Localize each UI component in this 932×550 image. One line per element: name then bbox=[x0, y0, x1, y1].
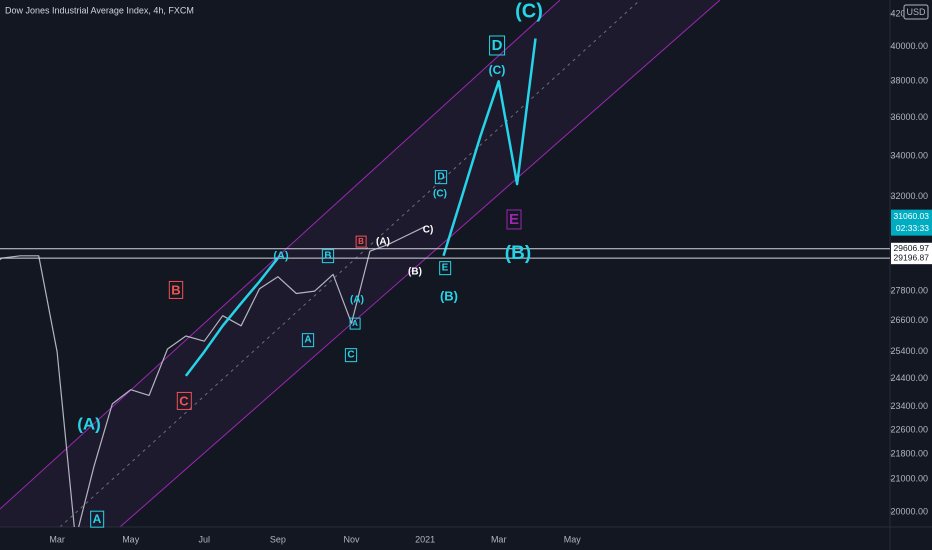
wave-label: E bbox=[442, 263, 449, 274]
channel-upper bbox=[0, 0, 561, 510]
y-tick-label: 24400.00 bbox=[890, 373, 928, 383]
wave-label-box bbox=[301, 333, 315, 348]
chart-title: Dow Jones Industrial Average Index, 4h, … bbox=[5, 5, 194, 15]
price-line-series bbox=[0, 226, 426, 527]
x-tick-label: May bbox=[122, 534, 140, 544]
wave-label-box bbox=[321, 249, 335, 264]
y-tick-label: 27800.00 bbox=[890, 285, 928, 295]
x-tick-label: Mar bbox=[49, 534, 65, 544]
wave-label: D bbox=[492, 37, 503, 54]
price-label-box bbox=[891, 252, 932, 265]
y-tick-label: 22600.00 bbox=[890, 424, 928, 434]
wave-projection bbox=[184, 257, 279, 377]
y-tick-label: 21800.00 bbox=[890, 449, 928, 459]
y-tick-label: 32000.00 bbox=[890, 191, 928, 201]
wave-label: C bbox=[347, 350, 354, 361]
wave-label: D bbox=[437, 172, 444, 183]
wave-label: (B) bbox=[408, 267, 422, 278]
wave-label-box bbox=[506, 209, 522, 230]
wave-label: (C) bbox=[515, 0, 543, 22]
wave-label: C) bbox=[423, 225, 434, 236]
y-tick-label: 20000.00 bbox=[890, 506, 928, 516]
last-price-label: 31060.03 bbox=[894, 211, 930, 221]
wave-label: (A) bbox=[376, 237, 390, 248]
y-tick-label: 21000.00 bbox=[890, 474, 928, 484]
channel bbox=[0, 0, 721, 527]
plot bbox=[0, 38, 537, 527]
wave-label-box bbox=[349, 317, 361, 330]
wave-label: E bbox=[509, 211, 519, 228]
wave-label: A bbox=[304, 335, 311, 346]
channel-mid bbox=[59, 0, 641, 527]
wave-label: (B) bbox=[505, 243, 531, 264]
x-tick-label: Mar bbox=[491, 534, 507, 544]
wave-label: (C) bbox=[489, 63, 506, 77]
wave-label-box bbox=[355, 235, 367, 248]
wave-label: B bbox=[324, 251, 331, 262]
wave-label: (B) bbox=[440, 288, 458, 303]
y-tick-label: 40000.00 bbox=[890, 41, 928, 51]
x-tick-label: Sep bbox=[270, 534, 286, 544]
last-price-box bbox=[891, 209, 932, 236]
wave-label: A bbox=[352, 319, 358, 328]
wave-label: C bbox=[179, 393, 189, 408]
wave-label: (C) bbox=[433, 189, 447, 200]
wave-label: B bbox=[171, 282, 180, 297]
wave-label-box bbox=[344, 348, 358, 363]
x-tick-label: 2021 bbox=[415, 534, 435, 544]
x-tick-label: May bbox=[564, 534, 582, 544]
wave-label-box bbox=[168, 280, 184, 299]
wave-label-box bbox=[439, 261, 452, 276]
price-label: 29606.97 bbox=[894, 243, 930, 253]
y-tick-label: 38000.00 bbox=[890, 76, 928, 86]
wave-label: (A) bbox=[350, 295, 364, 306]
wave-label: (A) bbox=[273, 250, 289, 262]
x-tick-label: Jul bbox=[199, 534, 211, 544]
wave-label: (A) bbox=[77, 414, 101, 433]
y-tick-label: 36000.00 bbox=[890, 112, 928, 122]
y-tick-label: 34000.00 bbox=[890, 150, 928, 160]
y-tick-label: 26600.00 bbox=[890, 315, 928, 325]
wave-label-box bbox=[434, 170, 448, 185]
wave-label: B bbox=[358, 237, 364, 246]
currency-label: USD bbox=[906, 7, 926, 17]
channel-fill bbox=[0, 0, 720, 527]
x-tick-label: Nov bbox=[343, 534, 360, 544]
price-label-box bbox=[891, 242, 932, 255]
wave-projection bbox=[442, 38, 537, 257]
wave-label-box bbox=[489, 35, 506, 56]
price-label: 29196.87 bbox=[894, 252, 930, 262]
wave-label: A bbox=[93, 512, 102, 526]
currency-badge bbox=[903, 4, 929, 20]
channel-lower bbox=[119, 0, 721, 527]
y-tick-label: 23400.00 bbox=[890, 401, 928, 411]
wave-label-box bbox=[176, 391, 192, 410]
countdown: 02:33:33 bbox=[896, 223, 929, 233]
y-tick-label: 25400.00 bbox=[890, 346, 928, 356]
wave-label-box bbox=[90, 510, 105, 528]
